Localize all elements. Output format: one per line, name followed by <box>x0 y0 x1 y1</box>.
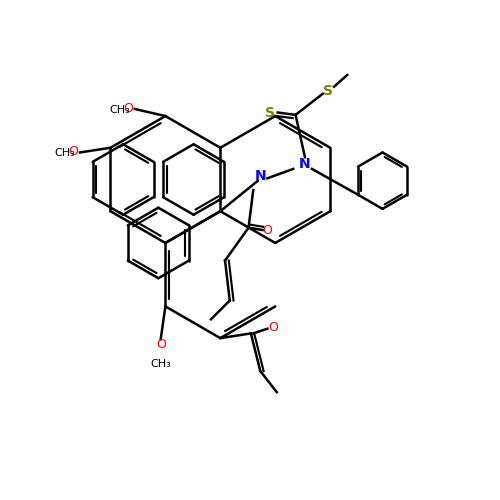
Text: O: O <box>68 145 78 158</box>
Text: S: S <box>264 106 274 120</box>
Text: O: O <box>268 322 278 334</box>
Text: CH₃: CH₃ <box>150 358 171 368</box>
Text: CH₃: CH₃ <box>109 105 130 115</box>
Text: S: S <box>324 84 334 98</box>
Text: O: O <box>156 338 166 351</box>
Text: O: O <box>123 102 132 114</box>
Text: N: N <box>299 157 311 171</box>
Text: N: N <box>254 169 266 183</box>
Text: O: O <box>262 224 272 236</box>
Text: CH₃: CH₃ <box>54 148 75 158</box>
